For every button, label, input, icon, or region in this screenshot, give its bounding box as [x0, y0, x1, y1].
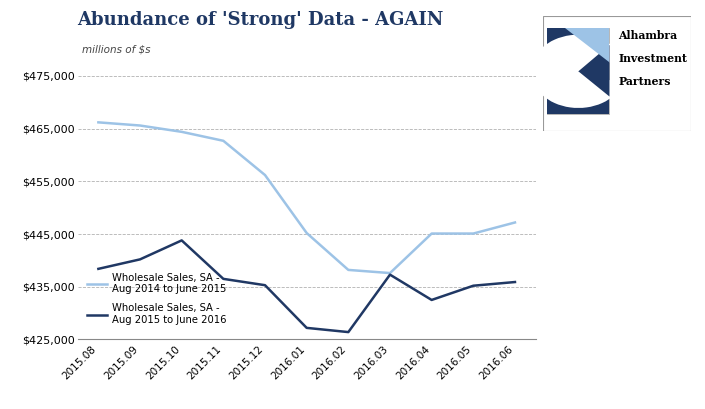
Text: Abundance of 'Strong' Data - AGAIN: Abundance of 'Strong' Data - AGAIN: [78, 11, 444, 29]
Text: Alhambra: Alhambra: [618, 30, 678, 41]
Text: millions of $s: millions of $s: [82, 45, 151, 54]
Polygon shape: [565, 28, 609, 62]
Bar: [547, 28, 610, 114]
Text: Partners: Partners: [618, 76, 671, 87]
Text: Investment: Investment: [618, 53, 687, 64]
Bar: [547, 28, 610, 114]
Wedge shape: [531, 35, 623, 108]
Legend: Wholesale Sales, SA -
Aug 2014 to June 2015, Wholesale Sales, SA -
Aug 2015 to J: Wholesale Sales, SA - Aug 2014 to June 2…: [82, 269, 230, 329]
Polygon shape: [578, 45, 609, 97]
